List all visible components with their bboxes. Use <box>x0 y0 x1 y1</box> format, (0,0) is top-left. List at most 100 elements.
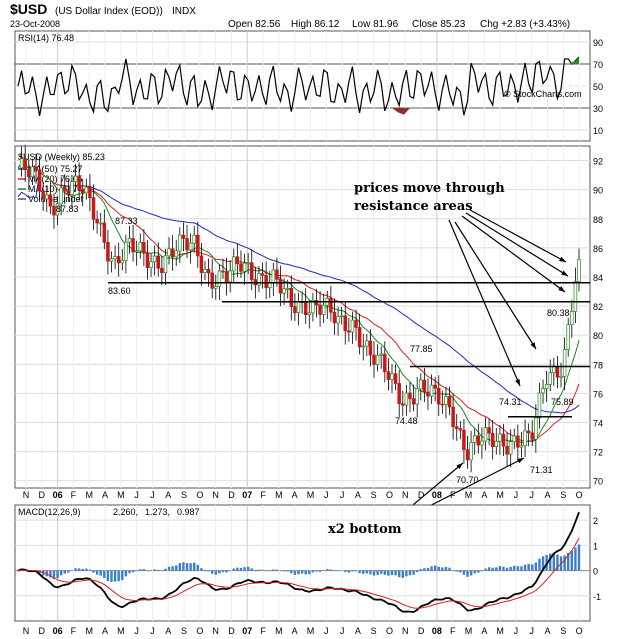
candle-body <box>73 175 78 182</box>
macd-bar <box>365 570 369 574</box>
candle-body <box>80 188 85 194</box>
candle-body <box>303 301 308 316</box>
candle-body <box>91 197 96 220</box>
candle-body <box>138 241 143 252</box>
candle-body <box>419 379 423 390</box>
candle-body <box>541 388 545 394</box>
candle-body <box>573 281 578 312</box>
time-tick-label: N <box>402 490 409 500</box>
macd-value-1: 2.260, <box>113 507 138 517</box>
price-tick-label: 76 <box>593 389 603 399</box>
price-tick-label: 84 <box>593 273 603 283</box>
candle-body <box>246 262 250 265</box>
macd-value-2: 1.273, <box>145 507 170 517</box>
candle-body <box>372 354 376 365</box>
macd-bar <box>527 564 530 571</box>
candle-body <box>347 330 351 333</box>
macd-bar <box>520 566 523 571</box>
candle-body <box>235 256 240 265</box>
macd-bar <box>362 570 365 574</box>
rsi-tick-label: 50 <box>593 82 603 92</box>
candle-body <box>37 169 42 192</box>
rsi-grid <box>15 31 590 141</box>
macd-bar <box>390 570 394 576</box>
rsi-overbought-fill <box>568 56 579 64</box>
candle-body <box>116 256 121 264</box>
macd-bar <box>221 570 225 573</box>
candle-body <box>472 435 477 443</box>
candle-body <box>149 261 153 268</box>
macd-bar <box>228 570 232 572</box>
time-tick-label: J <box>134 626 139 636</box>
macd-bar <box>437 566 440 571</box>
candle-body <box>113 256 117 260</box>
candle-body <box>199 255 204 273</box>
candle-body <box>415 388 419 405</box>
candle-body <box>278 278 283 294</box>
time-tick-label: J <box>324 626 329 636</box>
annotation-arrowhead <box>558 286 565 292</box>
time-tick-label: 07 <box>242 490 252 500</box>
macd-bar <box>563 555 566 571</box>
macd-bar <box>344 570 347 572</box>
macd-bar <box>106 570 110 582</box>
watermark: © StockCharts.com <box>504 89 582 99</box>
time-tick-label: A <box>545 490 551 500</box>
candle-body <box>318 304 322 315</box>
candle-body <box>289 288 294 307</box>
candle-body <box>311 299 315 314</box>
rsi-tick-label: 30 <box>593 104 603 114</box>
ma50-line <box>17 170 580 414</box>
candle-body <box>386 371 391 380</box>
open-value: Open 82.56 <box>228 19 281 30</box>
price-tick-label: 88 <box>593 215 603 225</box>
price-tick-label: 90 <box>593 186 603 196</box>
macd-bar <box>311 570 315 573</box>
candle-body <box>257 273 261 286</box>
candle-body <box>88 186 92 199</box>
macd-bar <box>405 570 408 577</box>
time-tick-label: M <box>496 490 504 500</box>
time-tick-label: O <box>386 626 393 636</box>
candle-body <box>411 398 416 405</box>
candle-body <box>62 187 67 192</box>
macd-tick-label: -1 <box>593 592 601 602</box>
candle-body <box>59 187 63 205</box>
macd-bar <box>419 568 422 571</box>
macd-bar <box>203 569 207 571</box>
macd-bar <box>250 568 253 571</box>
price-annotation-label: 77.85 <box>410 344 433 354</box>
annotation-arrowhead <box>530 342 536 349</box>
macd-bar <box>538 558 541 571</box>
annotation-arrow <box>454 221 537 350</box>
candle-body <box>217 270 222 287</box>
time-tick-label: M <box>275 626 283 636</box>
price-annotation-label: 80.38 <box>547 308 570 318</box>
macd-bar <box>153 569 156 571</box>
candle-body <box>469 442 473 461</box>
time-tick-label: A <box>102 626 108 636</box>
price-annotation-label: 71.31 <box>530 465 553 475</box>
time-tick-label: A <box>102 490 108 500</box>
annotation-arrowhead <box>515 379 520 386</box>
candle-body <box>152 255 157 263</box>
candle-body <box>393 373 398 384</box>
time-tick-label: J <box>150 626 155 636</box>
price-tick-label: 86 <box>593 244 603 254</box>
time-tick-label: 08 <box>432 490 442 500</box>
macd-bar <box>300 570 304 574</box>
time-tick-label: F <box>260 626 266 636</box>
candle-body <box>120 259 125 264</box>
macd-bar <box>534 562 538 571</box>
time-tick-label: F <box>450 490 456 500</box>
candle-body <box>124 241 128 261</box>
time-tick-label: J <box>514 490 519 500</box>
candle-body <box>465 449 470 461</box>
legend-label: Volume undef <box>28 194 84 204</box>
macd-tick-label: 0 <box>593 567 598 577</box>
macd-bar <box>394 570 397 576</box>
time-tick-label: D <box>228 490 235 500</box>
ma20-line <box>17 162 580 443</box>
time-tick-label: O <box>386 490 393 500</box>
macd-bar <box>103 570 106 578</box>
